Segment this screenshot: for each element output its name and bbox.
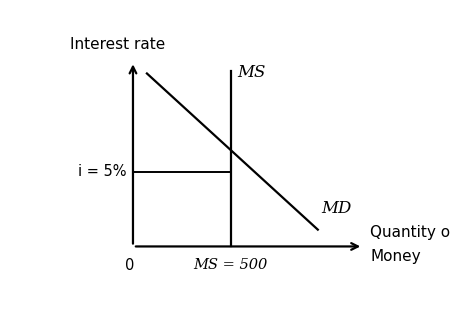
Text: Quantity of: Quantity of [370,225,450,240]
Text: Money: Money [370,249,421,264]
Text: MD: MD [321,199,352,217]
Text: Interest rate: Interest rate [70,37,166,52]
Text: MS: MS [238,64,266,81]
Text: 0: 0 [125,258,134,273]
Text: MS = 500: MS = 500 [194,258,268,272]
Text: i = 5%: i = 5% [77,164,126,179]
